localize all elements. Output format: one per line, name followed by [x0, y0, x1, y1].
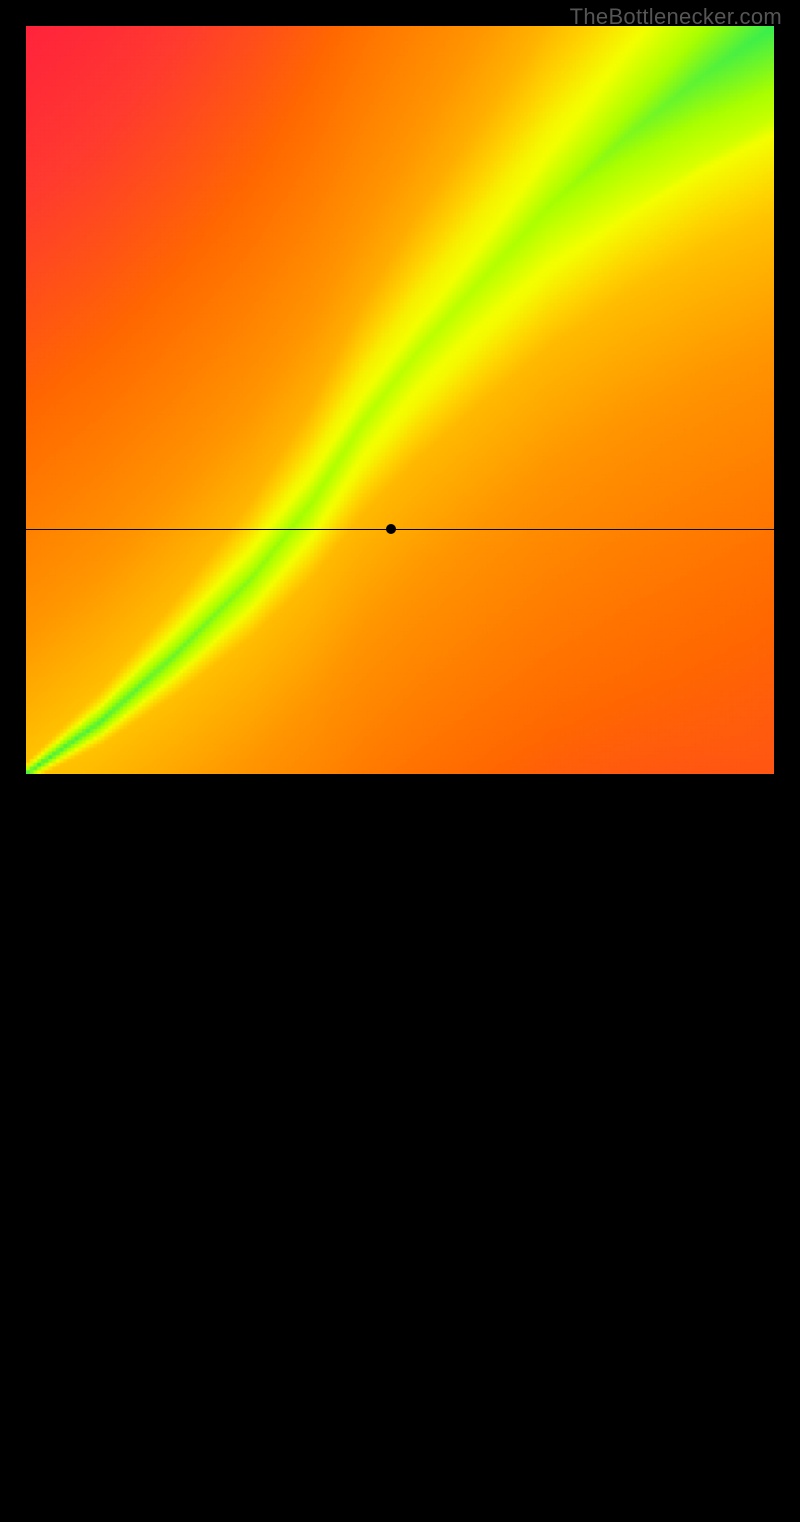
crosshair-horizontal — [26, 529, 774, 530]
watermark-text: TheBottlenecker.com — [570, 4, 782, 30]
heatmap-chart — [26, 26, 774, 774]
heatmap-canvas — [26, 26, 774, 774]
crosshair-marker — [386, 524, 396, 534]
crosshair-vertical — [391, 774, 392, 1522]
